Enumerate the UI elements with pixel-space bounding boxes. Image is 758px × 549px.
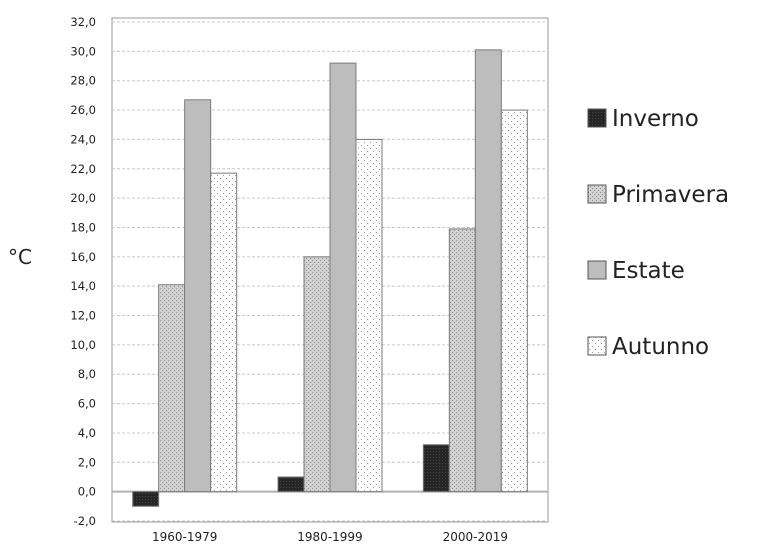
y-tick-label: 20,0 (70, 191, 96, 205)
bar-inverno-2000-2019 (422, 444, 450, 493)
legend-swatch-primavera (587, 184, 607, 204)
bars (132, 49, 528, 507)
bar-estate-1980-1999 (329, 62, 357, 493)
y-tick-label: 26,0 (70, 103, 96, 117)
legend-swatch-inverno (587, 108, 607, 128)
legend-swatch-estate (587, 260, 607, 280)
y-tick-label: 6,0 (78, 397, 96, 411)
bar-estate-1960-1979 (184, 99, 212, 493)
y-tick-label: 16,0 (70, 250, 96, 264)
y-tick-label: 12,0 (70, 309, 96, 323)
x-category-label: 1980-1999 (297, 530, 362, 544)
bar-inverno-1980-1999 (277, 476, 305, 493)
bar-inverno-1960-1979 (132, 491, 160, 507)
legend-label-primavera: Primavera (612, 182, 729, 208)
y-tick-label: 4,0 (78, 426, 96, 440)
bar-primavera-2000-2019 (448, 228, 476, 493)
y-tick-label: 14,0 (70, 279, 96, 293)
legend: Inverno Primavera Estate Autunno (587, 106, 729, 360)
y-tick-label: 10,0 (70, 338, 96, 352)
bar-primavera-1960-1979 (158, 284, 186, 493)
legend-swatch-autunno (587, 336, 607, 356)
legend-label-inverno: Inverno (612, 106, 699, 132)
y-tick-label: 32,0 (70, 15, 96, 29)
y-tick-label: 24,0 (70, 132, 96, 146)
y-tick-label: 8,0 (78, 367, 96, 381)
x-axis-categories: 1960-1979 1980-1999 2000-2019 (152, 530, 508, 544)
x-category-label: 1960-1979 (152, 530, 217, 544)
y-tick-label: 2,0 (78, 455, 96, 469)
x-category-label: 2000-2019 (443, 530, 508, 544)
y-axis-label: °C (8, 245, 32, 269)
y-axis-ticks: -2,0 0,0 2,0 4,0 6,0 8,0 10,0 12,0 14,0 16,0 18,0 2… (70, 15, 96, 528)
bar-primavera-1980-1999 (303, 256, 331, 493)
y-tick-label: -2,0 (74, 514, 96, 528)
y-tick-label: 0,0 (78, 485, 96, 499)
legend-label-estate: Estate (612, 258, 685, 284)
bar-estate-2000-2019 (474, 49, 502, 493)
y-tick-label: 28,0 (70, 74, 96, 88)
legend-label-autunno: Autunno (612, 334, 709, 360)
y-tick-label: 22,0 (70, 162, 96, 176)
bar-autunno-1980-1999 (355, 138, 383, 493)
y-tick-label: 18,0 (70, 220, 96, 234)
bar-autunno-2000-2019 (500, 109, 528, 493)
y-tick-label: 30,0 (70, 44, 96, 58)
bar-autunno-1960-1979 (210, 172, 238, 493)
